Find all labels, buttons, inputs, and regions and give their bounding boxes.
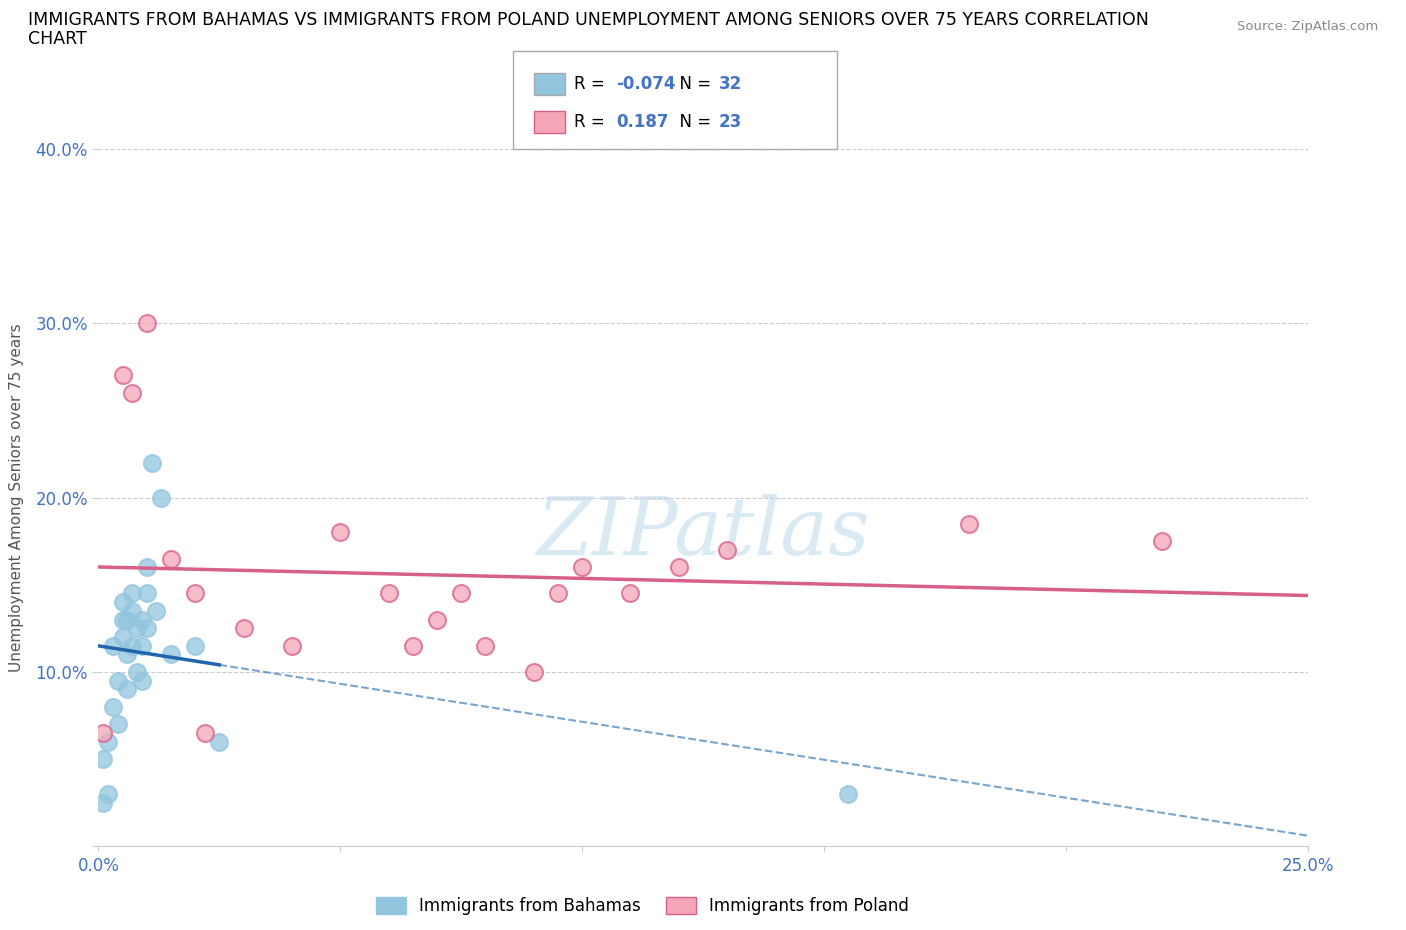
Point — [135, 586, 157, 601]
Point — [117, 612, 139, 627]
Text: Source: ZipAtlas.com: Source: ZipAtlas.com — [1237, 20, 1378, 33]
Point — [668, 560, 690, 575]
Point — [91, 725, 114, 740]
Point — [111, 612, 134, 627]
Y-axis label: Unemployment Among Seniors over 75 years: Unemployment Among Seniors over 75 years — [10, 324, 24, 671]
Point — [1152, 534, 1174, 549]
Point — [329, 525, 352, 540]
Point — [141, 456, 163, 471]
Point — [184, 586, 207, 601]
Point — [135, 621, 157, 636]
Point — [547, 586, 569, 601]
Point — [127, 621, 149, 636]
Point — [121, 604, 143, 618]
Point — [121, 386, 143, 401]
Point — [194, 725, 217, 740]
Point — [145, 604, 167, 618]
Text: N =: N = — [669, 113, 717, 131]
Point — [117, 682, 139, 697]
Point — [135, 316, 157, 331]
Point — [716, 542, 738, 557]
Point — [619, 586, 641, 601]
Point — [127, 665, 149, 680]
Point — [160, 551, 183, 566]
Point — [111, 595, 134, 610]
Text: ZIPatlas: ZIPatlas — [536, 494, 870, 571]
Point — [571, 560, 593, 575]
Text: IMMIGRANTS FROM BAHAMAS VS IMMIGRANTS FROM POLAND UNEMPLOYMENT AMONG SENIORS OVE: IMMIGRANTS FROM BAHAMAS VS IMMIGRANTS FR… — [28, 11, 1149, 29]
Point — [131, 638, 153, 653]
Point — [232, 621, 254, 636]
Text: R =: R = — [574, 113, 614, 131]
Point — [402, 638, 425, 653]
Point — [135, 560, 157, 575]
Text: N =: N = — [669, 75, 717, 93]
Point — [101, 699, 124, 714]
Point — [107, 717, 129, 732]
Point — [91, 795, 114, 810]
Text: -0.074: -0.074 — [616, 75, 675, 93]
Point — [184, 638, 207, 653]
Point — [121, 586, 143, 601]
Legend: Immigrants from Bahamas, Immigrants from Poland: Immigrants from Bahamas, Immigrants from… — [370, 890, 915, 922]
Point — [281, 638, 304, 653]
Text: R =: R = — [574, 75, 610, 93]
Point — [208, 735, 231, 750]
Point — [377, 586, 399, 601]
Point — [131, 612, 153, 627]
Point — [111, 630, 134, 644]
Text: CHART: CHART — [28, 30, 87, 47]
Point — [97, 735, 120, 750]
Point — [91, 751, 114, 766]
Point — [426, 612, 449, 627]
Point — [131, 673, 153, 688]
Point — [523, 665, 546, 680]
Point — [160, 647, 183, 662]
Point — [111, 368, 134, 383]
Text: 0.187: 0.187 — [616, 113, 668, 131]
Point — [150, 490, 173, 505]
Point — [837, 787, 859, 802]
Point — [957, 516, 980, 531]
Point — [101, 638, 124, 653]
Text: 32: 32 — [718, 75, 742, 93]
Point — [450, 586, 472, 601]
Point — [117, 647, 139, 662]
Point — [97, 787, 120, 802]
Point — [107, 673, 129, 688]
Point — [474, 638, 496, 653]
Point — [121, 638, 143, 653]
Text: 23: 23 — [718, 113, 742, 131]
